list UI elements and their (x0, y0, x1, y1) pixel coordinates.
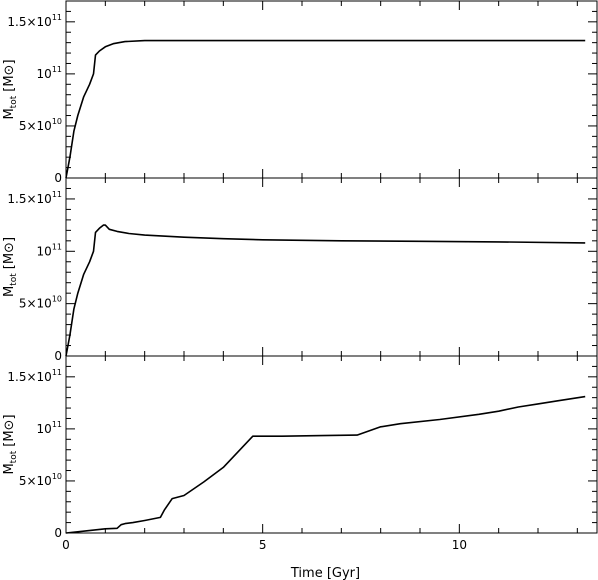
plot-frame (65, 177, 598, 357)
y-tick-label: 1011 (37, 242, 62, 258)
x-axis-label: Time [Gyr] (290, 566, 360, 580)
plot-frame (65, 0, 598, 179)
y-axis-label: Mtot[M⊙] (2, 414, 19, 474)
y-axis-label: Mtot[M⊙] (2, 59, 19, 119)
y-tick-label: 1.5×1011 (7, 368, 62, 384)
y-tick-label: 5×1010 (19, 472, 62, 488)
y-tick-label: 0 (54, 526, 62, 540)
x-tick-label: 5 (259, 538, 267, 552)
y-tick-label: 1011 (37, 65, 62, 81)
y-tick-label: 5×1010 (19, 117, 62, 133)
y-tick-label: 0 (54, 349, 62, 363)
plot-frame (65, 355, 598, 534)
series-line-middle (65, 224, 586, 357)
panel-middle: 0 5×1010 1011 1.5×1011 Mtot[M⊙] (2, 177, 598, 363)
y-axis-label: Mtot[M⊙] (2, 237, 19, 297)
series-line-bottom (65, 395, 586, 534)
panel-bottom: 0 5×1010 1011 1.5×1011 Mtot[M⊙] 0 5 10 Time [Gyr… (2, 355, 598, 580)
y-tick-label: 1011 (37, 420, 62, 436)
y-tick-label: 5×1010 (19, 295, 62, 311)
x-tick-label: 0 (62, 538, 70, 552)
y-tick-label: 1.5×1011 (7, 13, 62, 29)
panel-top: 0 5×1010 1011 1.5×1011 Mtot[M⊙] (2, 0, 598, 185)
y-tick-label: 0 (54, 171, 62, 185)
y-tick-label: 1.5×1011 (7, 190, 62, 206)
series-line-top (65, 39, 586, 179)
x-tick-label: 10 (452, 538, 467, 552)
